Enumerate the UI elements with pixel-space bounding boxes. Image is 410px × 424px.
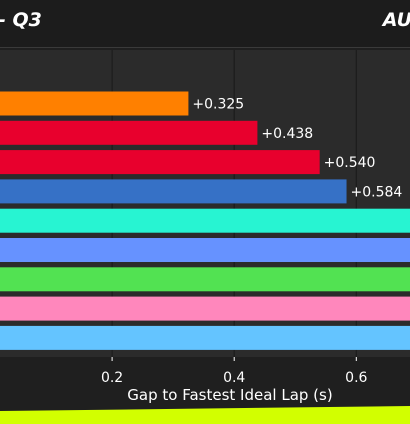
- session-title: - Q3: [0, 9, 42, 31]
- bar-3: [0, 179, 347, 204]
- bar-0: [0, 91, 189, 116]
- bar-value-label-3: +0.584: [351, 184, 403, 200]
- bar-5: [0, 238, 410, 262]
- event-title: AU: [382, 9, 410, 31]
- x-tick-label-0: 0.2: [101, 370, 123, 386]
- header-divider: [0, 47, 410, 48]
- bar-1: [0, 120, 258, 145]
- bar-6: [0, 267, 410, 292]
- bar-2: [0, 150, 320, 175]
- x-axis-title: Gap to Fastest Ideal Lap (s): [127, 386, 332, 404]
- bar-value-label-1: +0.438: [261, 126, 313, 142]
- bar-value-label-2: +0.540: [324, 155, 376, 171]
- chart-header: - Q3 AU: [0, 0, 410, 48]
- footer-accent-stripe: [0, 406, 410, 424]
- bar-7: [0, 296, 410, 321]
- bar-4: [0, 208, 410, 233]
- bar-8: [0, 325, 410, 350]
- bar-value-label-0: +0.325: [192, 97, 244, 113]
- x-tick-label-1: 0.4: [223, 370, 245, 386]
- x-tick-label-2: 0.6: [345, 370, 367, 386]
